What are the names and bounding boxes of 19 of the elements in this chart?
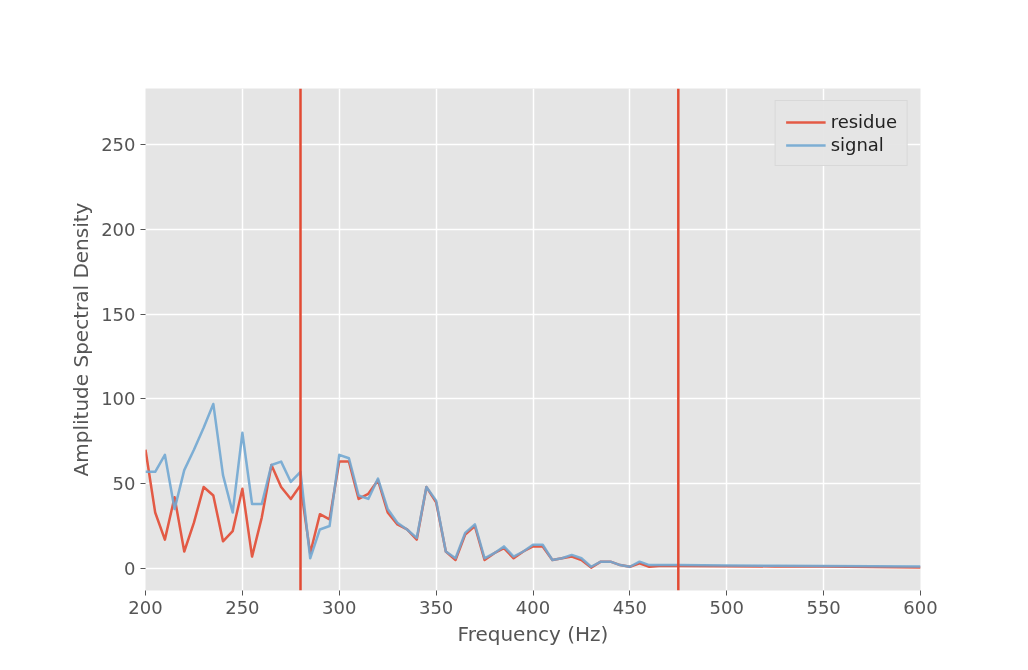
x-tick-label: 400 [515,596,551,618]
y-tick-label: 250 [101,133,136,155]
y-axis-title: Amplitude Spectral Density [69,202,94,477]
x-axis-title: Frequency (Hz) [457,621,609,646]
y-tick-label: 0 [124,557,136,579]
y-tick-label: 150 [101,303,136,325]
x-tick-label: 450 [612,596,648,618]
legend-label: signal [830,134,884,155]
x-tick-label: 350 [418,596,454,618]
y-tick-label: 200 [101,218,136,240]
legend-label: residue [830,111,897,132]
x-tick-label: 300 [322,596,357,618]
x-tick-label: 600 [903,596,938,618]
x-tick-label: 250 [225,596,260,618]
x-tick-label: 550 [806,596,841,618]
x-tick-label: 200 [128,596,163,618]
y-tick-label: 50 [112,473,136,495]
x-tick-label: 500 [709,596,744,618]
y-tick-label: 100 [101,388,136,410]
